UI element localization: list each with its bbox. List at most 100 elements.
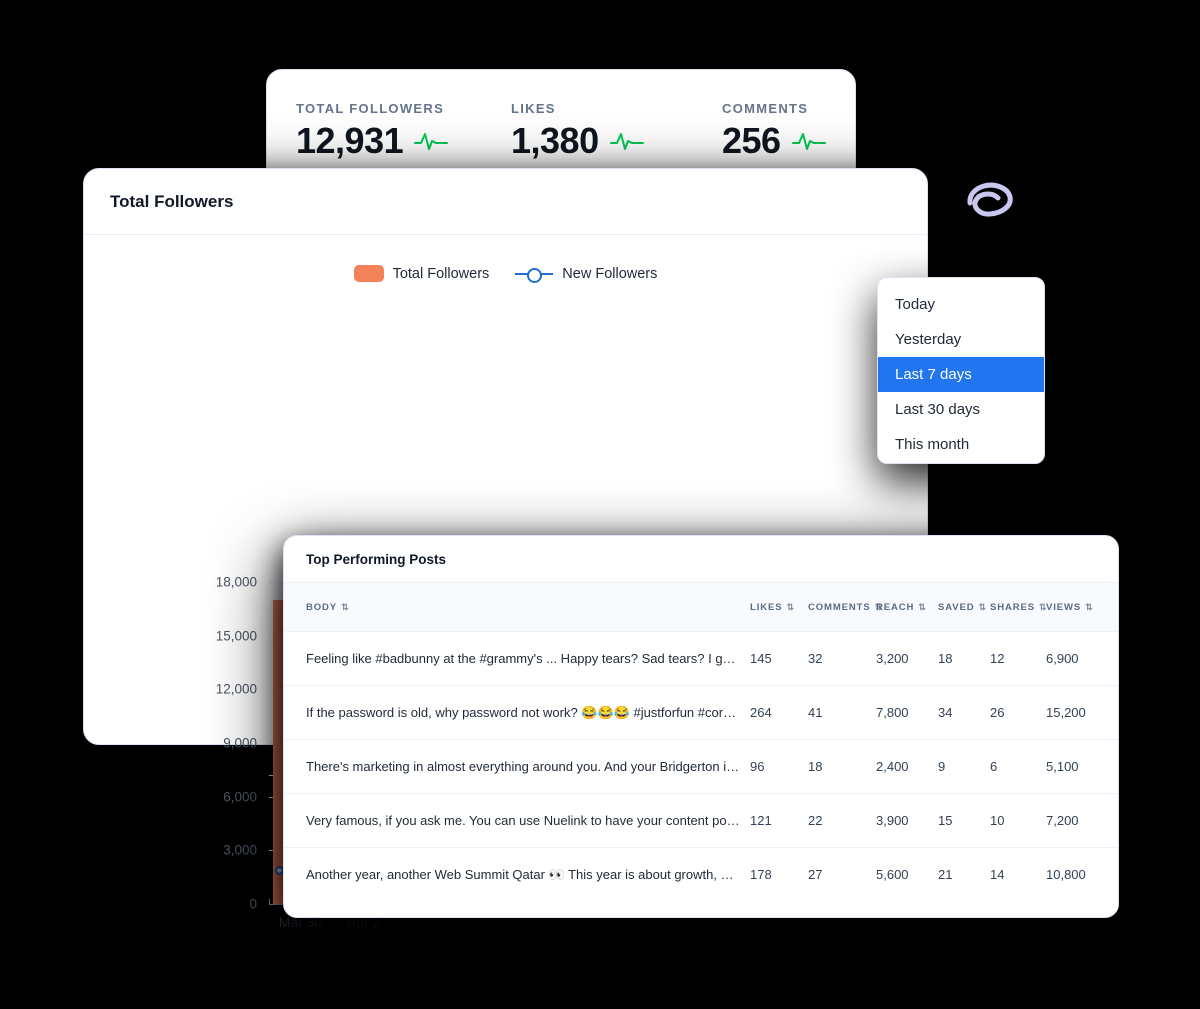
cell-likes: 178 (750, 867, 772, 882)
cell-comments: 22 (808, 793, 876, 848)
column-label: SAVED (938, 601, 975, 613)
chart-card-header: Total Followers (84, 169, 927, 235)
cell-comments: 32 (808, 631, 876, 686)
cell-body: Very famous, if you ask me. You can use … (284, 793, 750, 848)
pulse-icon (791, 133, 826, 150)
stat-total-followers: TOTAL FOLLOWERS 12,931 (296, 101, 449, 161)
sort-icon: ⇅ (341, 601, 350, 612)
cell-saved: 21 (938, 867, 953, 882)
legend-line-icon (515, 267, 554, 283)
stat-value: 256 (722, 120, 781, 161)
column-header-shares[interactable]: SHARES ⇅ (990, 583, 1048, 632)
sort-icon: ⇅ (1085, 601, 1094, 612)
y-axis-tick-label: 0 (249, 896, 257, 912)
column-header-body[interactable]: BODY ⇅ (284, 583, 750, 632)
dropdown-item-yesterday[interactable]: Yesterday (878, 322, 1044, 357)
bar-slot (269, 582, 290, 904)
table-row[interactable]: If the password is old, why password not… (284, 685, 1118, 740)
chart-bar[interactable] (272, 599, 287, 904)
column-label: LIKES (750, 601, 783, 613)
column-header-likes[interactable]: LIKES ⇅ (750, 583, 808, 632)
stat-value: 12,931 (296, 120, 404, 161)
y-axis-tick-label: 6,000 (223, 789, 257, 805)
cell-reach: 3,200 (876, 631, 938, 686)
cell-shares: 10 (990, 793, 1046, 848)
stat-label: LIKES (511, 101, 556, 116)
legend-label: New Followers (562, 265, 658, 282)
cell-shares: 6 (990, 739, 1046, 794)
dropdown-item-last-7-days[interactable]: Last 7 days (878, 357, 1044, 392)
dropdown-item-label: Last 7 days (895, 366, 972, 383)
posts-card-header: Top Performing Posts (284, 536, 1118, 582)
dropdown-item-last-30-days[interactable]: Last 30 days (878, 392, 1044, 427)
sort-icon: ⇅ (1039, 601, 1048, 612)
table-row[interactable]: Another year, another Web Summit Qatar 👀… (284, 848, 1118, 902)
cell-comments: 18 (808, 739, 876, 794)
y-axis-tick-label: 18,000 (215, 574, 257, 590)
cell-reach: 3,900 (876, 793, 938, 848)
posts-table: BODY ⇅ LIKES ⇅ COMMENTS ⇅ REACH ⇅ SAVED ⇅ SHA… (284, 582, 1118, 901)
cell-views: 15,200 (1046, 685, 1118, 740)
cell-body: Another year, another Web Summit Qatar 👀… (306, 866, 750, 882)
x-axis-tick-label: Mar 30 (278, 914, 323, 930)
column-header-reach[interactable]: REACH ⇅ (876, 583, 938, 632)
cell-saved: 15 (938, 793, 990, 848)
dropdown-item-label: Yesterday (895, 331, 962, 348)
cell-reach: 7,800 (876, 685, 938, 740)
cell-views: 6,900 (1046, 631, 1118, 686)
top-performing-posts-card: Top Performing Posts BODY ⇅ LIKES ⇅ COMMEN… (283, 535, 1119, 918)
cell-body: There's marketing in almost everything a… (284, 739, 750, 794)
cell-likes: 96 (750, 739, 808, 794)
column-header-views[interactable]: VIEWS ⇅ (1046, 583, 1118, 632)
column-label: COMMENTS (808, 601, 871, 613)
sort-icon: ⇅ (978, 601, 987, 612)
legend-item-new-followers[interactable]: New Followers (515, 265, 658, 283)
stat-comments: COMMENTS 256 (722, 101, 826, 159)
spiral-doodle-icon (967, 182, 1013, 217)
y-axis-tick-label: 3,000 (223, 842, 257, 858)
table-row[interactable]: Very famous, if you ask me. You can use … (284, 793, 1118, 848)
dropdown-item-today[interactable]: Today (878, 287, 1044, 322)
cell-views: 10,800 (1046, 867, 1086, 882)
cell-likes: 264 (750, 685, 808, 740)
page-title: Total Followers (110, 191, 234, 211)
legend-item-total-followers[interactable]: Total Followers (353, 265, 489, 282)
date-range-dropdown[interactable]: Today Yesterday Last 7 days Last 30 days… (877, 277, 1045, 464)
sort-icon: ⇅ (918, 601, 927, 612)
cell-saved: 9 (938, 739, 990, 794)
cell-shares: 12 (990, 631, 1046, 686)
cell-saved: 18 (938, 631, 990, 686)
dropdown-item-this-month[interactable]: This month (878, 427, 1044, 462)
dropdown-item-label: Today (895, 296, 936, 313)
cell-views: 5,100 (1046, 739, 1118, 794)
cell-likes: 145 (750, 631, 808, 686)
cell-body: Feeling like #badbunny at the #grammy's … (284, 631, 750, 686)
legend-swatch-icon (353, 265, 384, 282)
cell-body: If the password is old, why password not… (284, 685, 750, 740)
table-row[interactable]: Feeling like #badbunny at the #grammy's … (284, 631, 1118, 686)
column-label: REACH (876, 601, 915, 613)
dropdown-item-label: Last 30 days (895, 401, 981, 418)
column-label: VIEWS (1046, 601, 1082, 613)
table-row[interactable]: There's marketing in almost everything a… (284, 739, 1118, 794)
y-axis-tick-label: 12,000 (215, 681, 257, 697)
chart-legend: Total Followers New Followers (84, 265, 927, 283)
cell-comments: 41 (808, 685, 876, 740)
column-label: BODY (306, 601, 338, 613)
dropdown-item-label: This month (895, 436, 970, 453)
table-header-row: BODY ⇅ LIKES ⇅ COMMENTS ⇅ REACH ⇅ SAVED ⇅ SHA… (284, 582, 1118, 632)
y-axis-tick-label: 9,000 (223, 735, 257, 751)
cell-shares: 14 (990, 867, 1005, 882)
column-header-saved[interactable]: SAVED ⇅ (938, 583, 990, 632)
cell-likes: 121 (750, 793, 808, 848)
cell-comments: 27 (808, 867, 823, 882)
table-body: Feeling like #badbunny at the #grammy's … (284, 631, 1118, 902)
stat-likes: LIKES 1,380 (511, 101, 644, 159)
y-axis-tick-label: 15,000 (215, 628, 257, 644)
sort-icon: ⇅ (786, 601, 795, 612)
stat-value: 1,380 (511, 120, 599, 161)
cell-saved: 34 (938, 685, 990, 740)
column-label: SHARES (990, 601, 1035, 613)
column-header-comments[interactable]: COMMENTS ⇅ (808, 583, 882, 632)
